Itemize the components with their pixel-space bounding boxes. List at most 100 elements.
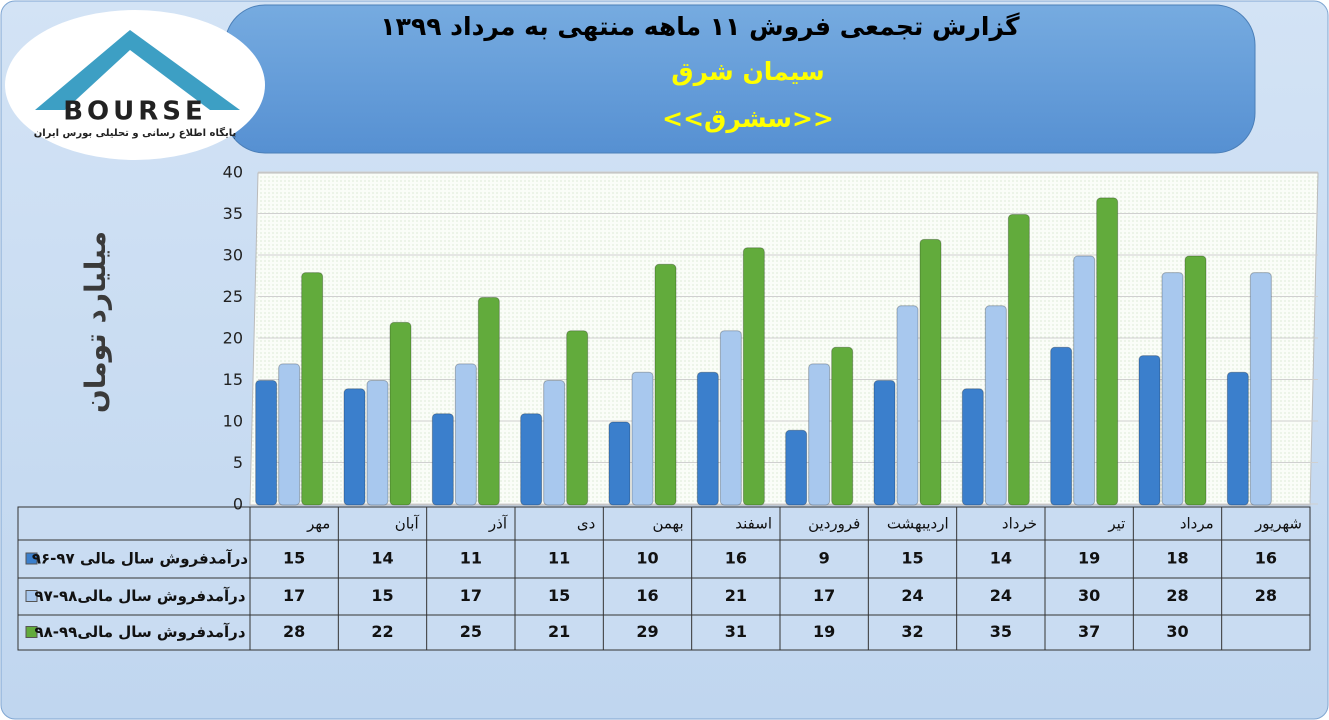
bar [742, 247, 765, 506]
table-value: 32 [901, 622, 923, 641]
table-value: 25 [460, 622, 482, 641]
symbol: <<سشرق>> [662, 104, 834, 134]
bar [255, 380, 278, 506]
x-tick-label: مهر [306, 515, 330, 533]
bar [1138, 355, 1161, 506]
table-value: 11 [548, 549, 570, 568]
x-tick-label: دی [577, 515, 595, 533]
bar [431, 413, 454, 506]
table-value: 19 [813, 622, 835, 641]
bar [1096, 197, 1119, 506]
x-tick-label: مرداد [1180, 515, 1214, 533]
bar [719, 330, 742, 506]
bar [366, 380, 389, 506]
bar [301, 272, 324, 506]
logo-tagline: پایگاه اطلاع رسانی و تحلیلی بورس ایران [34, 126, 237, 139]
y-axis-label: میلیارد تومان [79, 231, 112, 413]
table-value: 30 [1166, 622, 1188, 641]
table-value: 28 [1255, 586, 1277, 605]
table-value: 10 [636, 549, 658, 568]
table-value: 14 [371, 549, 393, 568]
x-tick-label: فروردین [808, 515, 860, 533]
bar [1161, 272, 1184, 506]
bar [808, 363, 831, 506]
table-value: 15 [283, 549, 305, 568]
bar [961, 388, 984, 506]
table-value: 19 [1078, 549, 1100, 568]
x-tick-label: خرداد [1002, 515, 1037, 533]
x-tick-label: بهمن [652, 515, 683, 533]
legend-swatch [25, 590, 38, 602]
logo-background [5, 10, 265, 160]
table-value: 37 [1078, 622, 1100, 641]
y-tick-label: 10 [223, 412, 243, 431]
bar [454, 363, 477, 506]
bar [1050, 346, 1073, 506]
table-value: 15 [548, 586, 570, 605]
bar [696, 371, 719, 506]
table-value: 17 [460, 586, 482, 605]
x-tick-label: تیر [1107, 515, 1125, 533]
bar [477, 297, 500, 506]
bar [1007, 214, 1030, 506]
bar [919, 238, 942, 506]
x-tick-label: آبان [395, 515, 420, 533]
table-value: 16 [725, 549, 747, 568]
legend-label: درآمدفروش سال مالی۹۸-۹۷ [34, 587, 245, 605]
table-value: 29 [636, 622, 658, 641]
x-tick-label: شهریور [1254, 515, 1302, 533]
bar [1184, 255, 1207, 506]
y-tick-label: 35 [223, 204, 243, 223]
logo-text: BOURSE [63, 97, 207, 127]
x-tick-label: اسفند [735, 515, 772, 533]
bar [1226, 371, 1249, 506]
table-value: 21 [548, 622, 570, 641]
y-tick-label: 5 [233, 453, 243, 472]
bar [873, 380, 896, 506]
y-tick-label: 40 [223, 163, 243, 182]
y-tick-label: 20 [223, 329, 243, 348]
table-value: 18 [1166, 549, 1188, 568]
bar [1073, 255, 1096, 506]
table-value: 28 [1166, 586, 1188, 605]
bar [984, 305, 1007, 506]
bar [896, 305, 919, 506]
legend-swatch [25, 626, 38, 638]
legend-label: درآمدفروش سال مالی۹۹-۹۸ [34, 623, 245, 641]
table-value: 15 [371, 586, 393, 605]
chart-subtitle: سیمان شرق [671, 57, 824, 87]
table-value: 16 [1255, 549, 1277, 568]
bar [520, 413, 543, 506]
bar [389, 321, 412, 506]
bar [785, 429, 808, 506]
table-value: 17 [813, 586, 835, 605]
table-value: 11 [460, 549, 482, 568]
bar [278, 363, 301, 506]
table-value: 30 [1078, 586, 1100, 605]
y-tick-label: 0 [233, 495, 243, 514]
bar [608, 421, 631, 506]
chart-title: گزارش تجمعی فروش ۱۱ ماهه منتهی به مرداد … [380, 12, 1020, 42]
table-value: 16 [636, 586, 658, 605]
table-value: 35 [990, 622, 1012, 641]
x-tick-label: آذر [488, 515, 508, 533]
legend-swatch [25, 552, 38, 565]
table-value: 17 [283, 586, 305, 605]
bar [631, 371, 654, 506]
y-tick-label: 15 [223, 370, 243, 389]
bar [543, 380, 566, 506]
y-tick-label: 30 [223, 246, 243, 265]
bar [831, 346, 854, 506]
table-value: 21 [725, 586, 747, 605]
bar [343, 388, 366, 506]
bar [566, 330, 589, 506]
x-tick-label: اردیبهشت [887, 515, 949, 533]
table-value: 9 [819, 549, 830, 568]
table-value: 14 [990, 549, 1012, 568]
legend-label: درآمدفروش سال مالی ۹۷-۹۶ [32, 550, 249, 568]
bar [654, 263, 677, 506]
table-value: 22 [371, 622, 393, 641]
table-value: 28 [283, 622, 305, 641]
logo-shape [35, 30, 240, 110]
